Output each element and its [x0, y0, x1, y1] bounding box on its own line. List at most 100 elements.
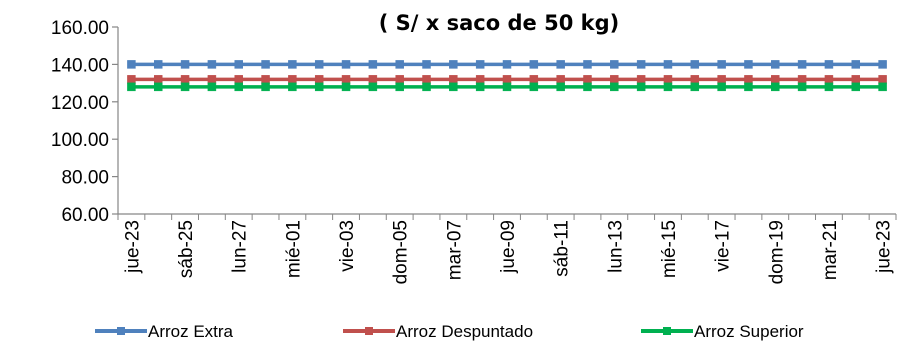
data-point: [502, 75, 512, 84]
data-point: [395, 75, 404, 84]
data-point: [180, 82, 190, 92]
data-point: [127, 82, 136, 92]
data-point: [690, 75, 700, 84]
x-tick-labels: jue-23 sáb-25 lun-27 mié-01 vie-03 dom-05 mar-…: [122, 220, 894, 284]
legend-swatch-marker: [117, 327, 125, 335]
data-point: [475, 82, 485, 92]
x-tick-label: vie-17: [713, 220, 734, 272]
y-tick-label: 100.00: [51, 130, 109, 151]
legend-swatch-marker: [663, 327, 671, 335]
data-point: [422, 75, 431, 84]
chart-title: ( S/ x saco de 50 kg): [379, 11, 619, 35]
data-point: [234, 82, 243, 92]
y-tick-label: 60.00: [61, 205, 109, 226]
series-arroz-despuntado: [127, 75, 887, 84]
data-point: [288, 75, 297, 84]
data-point: [475, 75, 485, 84]
x-tick-label: vie-03: [337, 220, 358, 272]
data-point: [207, 75, 217, 84]
data-point: [449, 75, 458, 84]
y-tick-label: 140.00: [51, 55, 109, 76]
data-point: [314, 60, 324, 69]
data-point: [207, 60, 217, 69]
legend-swatch-marker: [365, 327, 373, 335]
data-point: [153, 60, 163, 69]
data-point: [744, 60, 753, 69]
x-tick-label: mar-21: [820, 220, 841, 280]
data-point: [717, 60, 726, 69]
data-point: [368, 82, 378, 92]
x-tick-label: jue-23: [874, 220, 895, 274]
legend-label: Arroz Extra: [148, 322, 234, 341]
legend-item: Arroz Despuntado: [343, 322, 533, 341]
legend: Arroz Extra Arroz Despuntado Arroz Superio…: [95, 322, 804, 341]
data-point: [341, 75, 351, 84]
data-point: [368, 75, 378, 84]
y-tick-label: 80.00: [61, 168, 109, 189]
data-point: [690, 82, 700, 92]
data-point: [797, 75, 807, 84]
x-tick-label: mié-15: [659, 220, 680, 278]
data-point: [583, 75, 592, 84]
data-point: [422, 60, 431, 69]
y-tick-label: 160.00: [51, 18, 109, 39]
data-point: [851, 82, 861, 92]
data-point: [288, 82, 297, 92]
legend-label: Arroz Despuntado: [396, 322, 533, 341]
data-point: [878, 75, 887, 84]
data-point: [663, 75, 673, 84]
data-point: [824, 75, 834, 84]
data-point: [636, 75, 646, 84]
data-point: [153, 75, 163, 84]
data-point: [610, 82, 619, 92]
data-point: [636, 60, 646, 69]
data-point: [556, 75, 565, 84]
data-point: [127, 75, 136, 84]
data-point: [529, 82, 539, 92]
data-point: [261, 82, 270, 92]
x-tick-label: lun-13: [605, 220, 626, 273]
data-point: [314, 75, 324, 84]
data-point: [878, 82, 887, 92]
data-point: [422, 82, 431, 92]
data-point: [851, 60, 861, 69]
data-point: [502, 82, 512, 92]
x-tick-label: dom-19: [766, 220, 787, 284]
x-tick-label: jue-23: [122, 220, 143, 274]
data-point: [395, 60, 404, 69]
data-point: [368, 60, 378, 69]
data-point: [744, 82, 753, 92]
data-point: [261, 60, 270, 69]
x-tick-label: mar-07: [444, 220, 465, 280]
data-point: [449, 60, 458, 69]
x-tick-label: sáb-11: [552, 220, 573, 277]
x-tick-label: jue-09: [498, 220, 519, 274]
legend-item: Arroz Extra: [95, 322, 234, 341]
data-point: [878, 60, 887, 69]
data-point: [636, 82, 646, 92]
data-point: [395, 82, 404, 92]
data-point: [234, 60, 243, 69]
data-point: [502, 60, 512, 69]
data-point: [556, 60, 565, 69]
data-point: [824, 60, 834, 69]
data-point: [127, 60, 136, 69]
data-point: [583, 60, 592, 69]
data-point: [529, 75, 539, 84]
data-point: [583, 82, 592, 92]
data-point: [341, 60, 351, 69]
data-point: [771, 75, 780, 84]
data-point: [556, 82, 565, 92]
series-lines: [127, 60, 887, 92]
legend-label: Arroz Superior: [694, 322, 804, 341]
y-tick-label: 120.00: [51, 93, 109, 114]
axes: [112, 26, 897, 220]
data-point: [797, 60, 807, 69]
legend-item: Arroz Superior: [641, 322, 804, 341]
x-tick-label: sáb-25: [176, 220, 197, 278]
data-point: [288, 60, 297, 69]
x-tick-label: dom-05: [391, 220, 412, 284]
data-point: [851, 75, 861, 84]
data-point: [234, 75, 243, 84]
data-point: [180, 75, 190, 84]
